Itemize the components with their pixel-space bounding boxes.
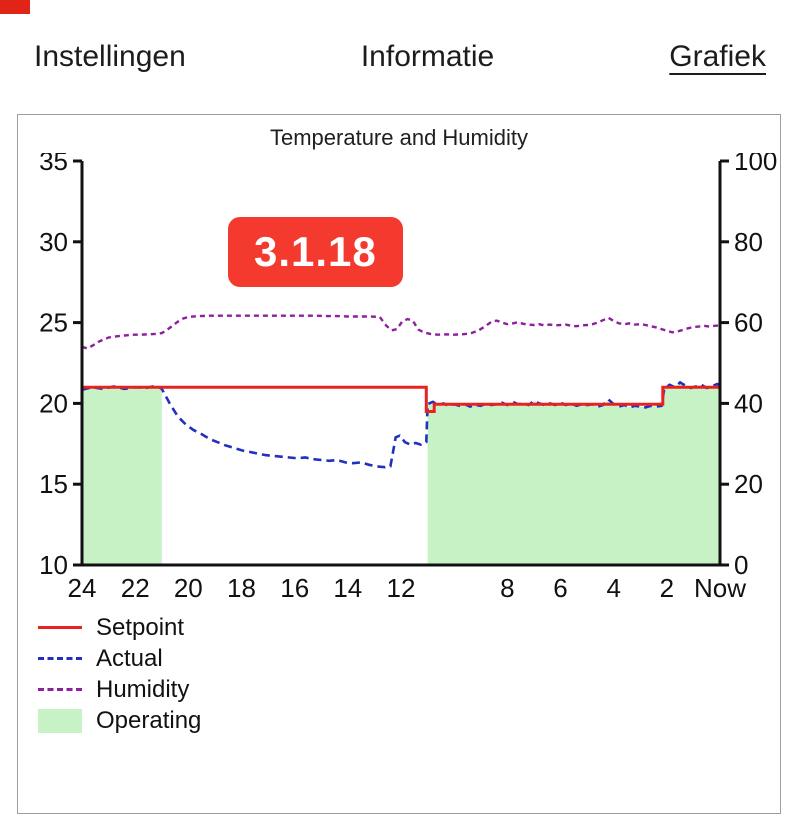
svg-text:60: 60 bbox=[734, 308, 763, 338]
legend-item-humidity: Humidity bbox=[38, 674, 780, 705]
legend-item-actual: Actual bbox=[38, 643, 780, 674]
svg-text:8: 8 bbox=[500, 573, 514, 603]
operating-fill-swatch bbox=[38, 708, 82, 733]
svg-text:12: 12 bbox=[387, 573, 416, 603]
svg-text:80: 80 bbox=[734, 227, 763, 257]
humidity-line-swatch bbox=[38, 688, 82, 691]
svg-text:25: 25 bbox=[39, 308, 68, 338]
svg-text:18: 18 bbox=[227, 573, 256, 603]
svg-text:20: 20 bbox=[734, 469, 763, 499]
svg-text:4: 4 bbox=[606, 573, 620, 603]
svg-text:15: 15 bbox=[39, 469, 68, 499]
svg-text:22: 22 bbox=[121, 573, 150, 603]
legend-label: Setpoint bbox=[96, 613, 185, 641]
chart-title: Temperature and Humidity bbox=[269, 125, 528, 150]
legend-item-operating: Operating bbox=[38, 705, 780, 736]
temperature-humidity-chart: 10 15 20 25 30 35 0 20 40 60 80 100 24 22 20 18 16 14 12 8 6… bbox=[18, 146, 780, 610]
svg-text:0: 0 bbox=[734, 550, 748, 580]
svg-text:16: 16 bbox=[280, 573, 309, 603]
svg-text:35: 35 bbox=[39, 153, 68, 176]
svg-text:40: 40 bbox=[734, 388, 763, 418]
svg-text:6: 6 bbox=[553, 573, 567, 603]
legend-label: Actual bbox=[96, 644, 163, 672]
svg-text:30: 30 bbox=[39, 227, 68, 257]
tab-bar: Instellingen Informatie Grafiek bbox=[0, 40, 800, 74]
svg-text:100: 100 bbox=[734, 153, 777, 176]
svg-text:2: 2 bbox=[660, 573, 674, 603]
chart-legend: Setpoint Actual Humidity Operating bbox=[18, 612, 780, 736]
svg-text:20: 20 bbox=[39, 388, 68, 418]
svg-text:10: 10 bbox=[39, 550, 68, 580]
version-toast: 3.1.18 bbox=[228, 217, 403, 288]
legend-label: Operating bbox=[96, 706, 202, 734]
tab-grafiek[interactable]: Grafiek bbox=[669, 40, 766, 73]
chart-panel: Temperature and Humidity 10 15 20 25 30 35 0 20… bbox=[17, 114, 781, 814]
svg-text:Now: Now bbox=[694, 573, 746, 603]
legend-label: Humidity bbox=[96, 675, 190, 703]
svg-text:24: 24 bbox=[68, 573, 97, 603]
tab-instellingen[interactable]: Instellingen bbox=[34, 40, 186, 73]
corner-notification-badge bbox=[0, 0, 30, 14]
svg-text:20: 20 bbox=[174, 573, 203, 603]
tab-informatie[interactable]: Informatie bbox=[360, 40, 495, 73]
actual-line-swatch bbox=[38, 657, 82, 660]
svg-text:14: 14 bbox=[333, 573, 362, 603]
setpoint-line-swatch bbox=[38, 626, 82, 629]
legend-item-setpoint: Setpoint bbox=[38, 612, 780, 643]
